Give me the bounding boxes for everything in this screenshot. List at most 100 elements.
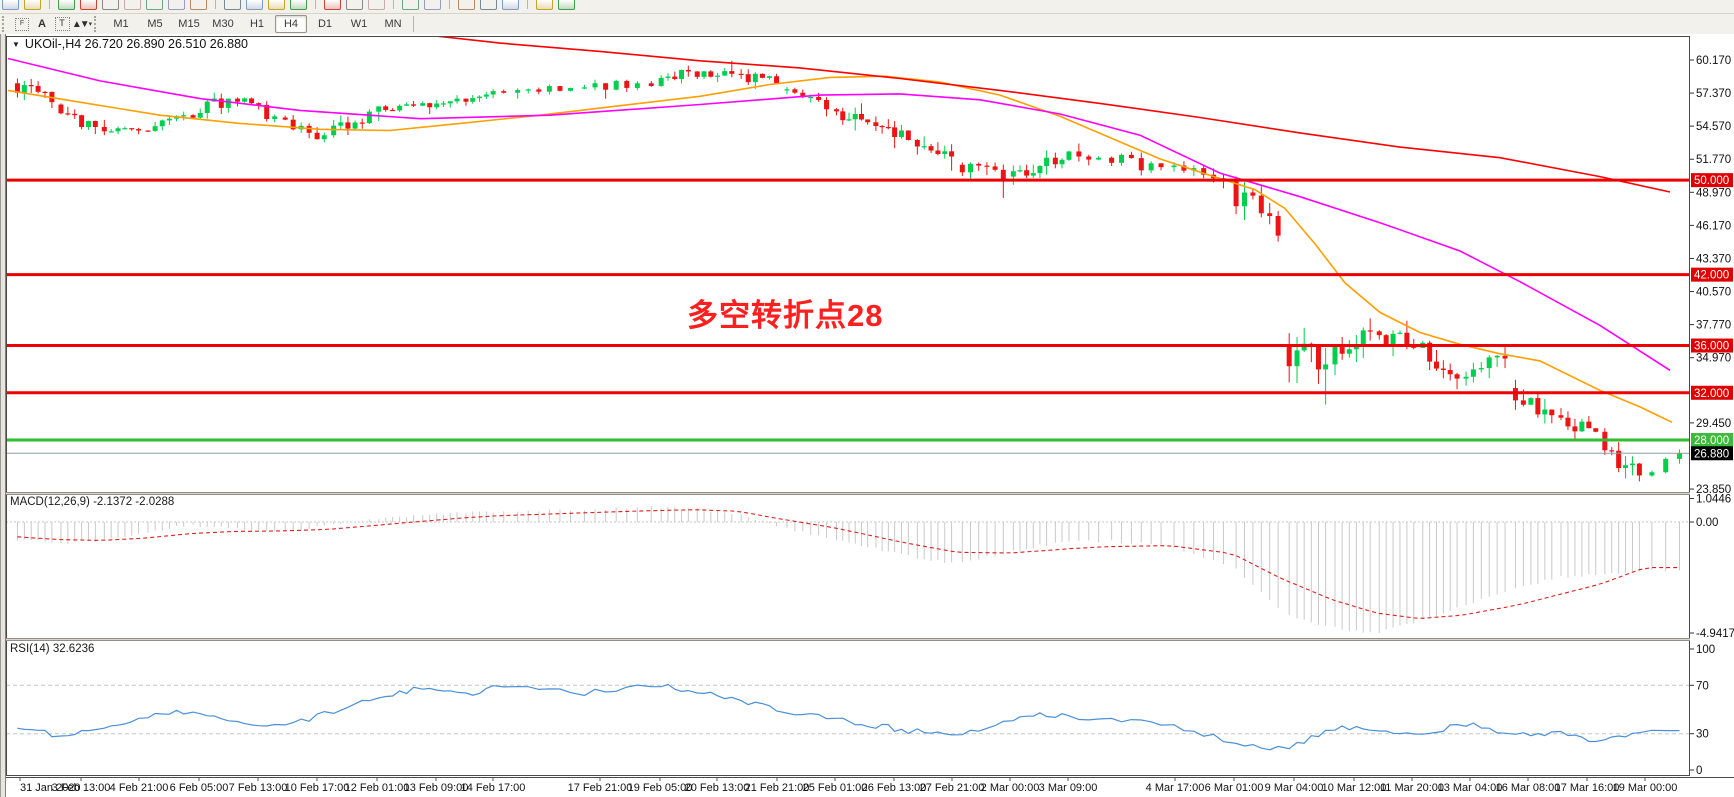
toolbar-grip[interactable] — [2, 16, 9, 32]
price-badge — [1691, 338, 1733, 353]
time-tick-label: 4 Feb 21:00 — [110, 782, 169, 794]
axis-tick-label: 70 — [1696, 680, 1709, 692]
template-icon[interactable] — [102, 0, 119, 10]
timeframe-h1[interactable]: H1 — [249, 18, 265, 30]
pencil-icon[interactable] — [402, 0, 419, 10]
toolbar-separator — [527, 0, 528, 9]
axis-tick-label: 51.770 — [1696, 154, 1731, 166]
chart-toolbar: F A T ▲▼ ▾ M1 M5 M15 M30 H1 H4 D1 W1 MN — [0, 14, 1734, 35]
standard-toolbar — [0, 0, 1734, 14]
time-tick-label: 19 Feb 05:00 — [628, 782, 693, 794]
collapse-triangle-icon[interactable]: ▼ — [12, 39, 20, 49]
globe-icon[interactable] — [168, 0, 185, 10]
crosshair-icon[interactable] — [246, 0, 263, 10]
time-tick-label: 10 Feb 17:00 — [285, 782, 350, 794]
time-tick-label: 11 Mar 20:00 — [1380, 782, 1444, 794]
symbol-ohlc-header: ▼ UKOil-,H4 26.720 26.890 26.510 26.880 — [12, 37, 248, 51]
axis-tick-label: 29.450 — [1696, 418, 1731, 430]
rsi-indicator-label: RSI(14) 32.6236 — [10, 643, 95, 655]
text-box-icon[interactable]: T — [52, 16, 72, 33]
folder-icon[interactable] — [146, 0, 163, 10]
time-tick-label: 20 Feb 13:00 — [685, 782, 750, 794]
macd-pane[interactable] — [6, 506, 1690, 634]
axis-tick-label: 37.770 — [1696, 320, 1731, 332]
time-tick-label: 16 Mar 08:00 — [1496, 782, 1561, 794]
window-icon[interactable] — [2, 0, 19, 10]
fibonacci-icon[interactable] — [368, 0, 385, 10]
price-pane[interactable] — [7, 34, 1683, 482]
stop-icon[interactable] — [190, 0, 207, 10]
price-badge — [1691, 173, 1733, 188]
info-icon[interactable] — [558, 0, 575, 10]
timeframe-h4[interactable]: H4 — [275, 15, 307, 33]
time-tick-label: 25 Feb 01:00 — [803, 782, 868, 794]
pane-splitter[interactable] — [6, 492, 1690, 495]
axis-tick-label: 50.000 — [1694, 175, 1729, 187]
time-tick-label: 12 Feb 01:00 — [345, 782, 410, 794]
vline-icon[interactable] — [290, 0, 307, 10]
trend2-icon[interactable] — [502, 0, 519, 10]
axis-tick-label: 0.00 — [1696, 517, 1718, 529]
timeframe-m5[interactable]: M5 — [147, 18, 163, 30]
pane-splitter[interactable] — [6, 638, 1690, 641]
arrow-objects-icon[interactable]: ▲▼ ▾ — [71, 18, 93, 30]
chevron-down-icon[interactable]: ▾ — [88, 21, 93, 28]
time-tick-label: 17 Feb 21:00 — [568, 782, 633, 794]
timeframe-d1[interactable]: D1 — [317, 18, 333, 30]
hline2-icon[interactable] — [480, 0, 497, 10]
chart-window[interactable]: 60.170 57.370 54.570 51.770 48.970 46.170 43.3… — [0, 34, 1734, 797]
macd-indicator-label: MACD(12,26,9) -2.1372 -2.0288 — [10, 496, 175, 508]
add-indicator-icon[interactable] — [536, 0, 553, 10]
axis-tick-label: 0 — [1696, 765, 1702, 777]
time-tick-label: 4 Mar 17:00 — [1146, 782, 1205, 794]
timeframe-w1[interactable]: W1 — [350, 18, 368, 30]
zoom-icon[interactable] — [24, 0, 41, 10]
profile-icon[interactable] — [124, 0, 141, 10]
neworder-icon[interactable] — [58, 0, 75, 10]
toolbar-separator — [215, 0, 216, 9]
chart-canvas[interactable]: 60.170 57.370 54.570 51.770 48.970 46.170 43.3… — [0, 34, 1734, 797]
time-tick-label: 2 Mar 00:00 — [981, 782, 1040, 794]
time-tick-label: 19 Mar 00:00 — [1613, 782, 1678, 794]
chart-annotation-text[interactable]: 多空转折点28 — [687, 298, 884, 333]
axis-tick-label: 42.000 — [1694, 270, 1729, 282]
text-label-icon[interactable]: A — [38, 18, 46, 30]
timeframe-m15[interactable]: M15 — [178, 18, 200, 30]
price-badge — [1691, 385, 1733, 400]
toolbar-separator — [49, 0, 50, 9]
grid-dots-icon[interactable]: F — [12, 16, 32, 33]
hline-icon[interactable] — [268, 0, 285, 10]
time-tick-label: 6 Feb 05:00 — [170, 782, 229, 794]
chart-icon[interactable] — [80, 0, 97, 10]
axis-tick-label: 48.970 — [1696, 187, 1731, 199]
trendline-icon[interactable] — [324, 0, 341, 10]
axis-tick-label: 46.170 — [1696, 220, 1731, 232]
time-tick-label: 13 Feb 09:00 — [404, 782, 469, 794]
axis-tick-label: 23.850 — [1696, 484, 1731, 496]
tile-windows-icon[interactable] — [458, 0, 475, 10]
timeframe-m1[interactable]: M1 — [113, 18, 129, 30]
pencil2-icon[interactable] — [424, 0, 441, 10]
time-tick-label: 31 Jan 2020 — [20, 782, 81, 794]
toolbar-separator — [393, 0, 394, 9]
axis-tick-label: 100 — [1696, 644, 1715, 656]
axis-tick-label: 26.880 — [1694, 448, 1729, 460]
price-badge — [1691, 433, 1733, 448]
timeframe-m30[interactable]: M30 — [212, 18, 234, 30]
price-badge — [1691, 446, 1733, 461]
time-tick-label: 3 Feb 13:00 — [52, 782, 111, 794]
channel-icon[interactable] — [346, 0, 363, 10]
time-tick-label: 6 Mar 01:00 — [1205, 782, 1264, 794]
time-tick-label: 3 Mar 09:00 — [1039, 782, 1098, 794]
rsi-pane[interactable] — [6, 683, 1690, 751]
price-axis[interactable]: 60.170 57.370 54.570 51.770 48.970 46.170 43.3… — [1690, 55, 1734, 777]
cursor-icon[interactable] — [224, 0, 241, 10]
time-tick-label: 13 Mar 04:00 — [1438, 782, 1503, 794]
timeframe-mn[interactable]: MN — [384, 18, 402, 30]
axis-tick-label: 32.000 — [1694, 388, 1729, 400]
time-tick-label: 21 Feb 21:00 — [745, 782, 810, 794]
timeframe-bar: M1 M5 M15 M30 H1 H4 D1 W1 MN — [104, 15, 410, 33]
toolbar-grip[interactable] — [94, 16, 101, 32]
